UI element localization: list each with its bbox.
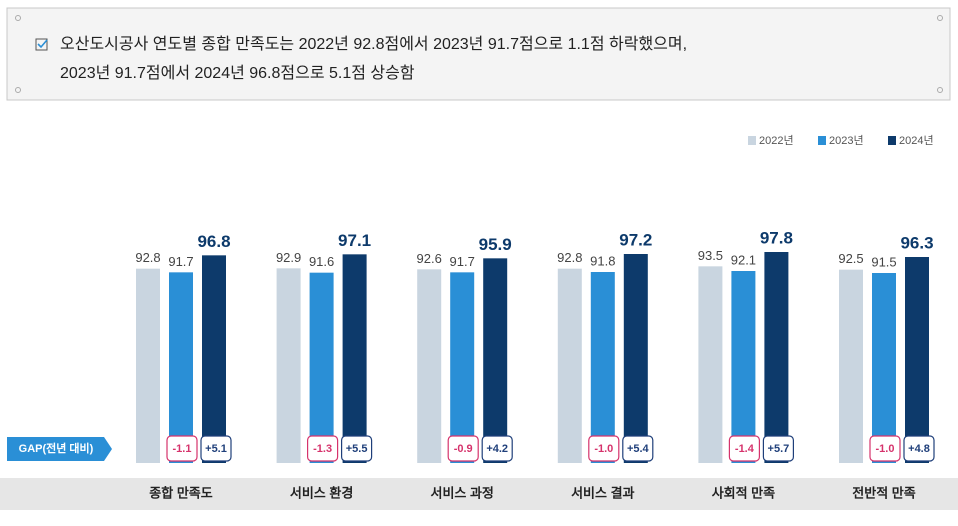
bar [905,257,929,463]
checkbox [35,38,48,51]
gap-value: +5.7 [768,443,790,455]
bar [590,272,615,463]
corner-dot [15,15,21,21]
category-label: 서비스 과정 [430,485,493,500]
gap-value: +5.4 [627,443,650,455]
gap-value: +5.1 [205,443,227,455]
legend-label: 2023년 [829,134,864,147]
value-label: 92.6 [417,251,442,266]
gap-badge [588,435,620,462]
bar [450,272,475,463]
gap-badge [307,435,339,462]
gap-badge [166,435,198,462]
bar [698,266,723,463]
gap-value: -1.3 [313,443,332,455]
category-label: 서비스 결과 [571,485,634,500]
category-band [0,478,958,510]
summary-box [6,7,951,101]
gap-value: -1.4 [735,443,755,455]
gap-badge [481,435,513,462]
gap-badge [200,435,232,462]
value-label: 95.9 [479,235,512,254]
gap-tag [7,437,112,461]
value-label: 92.8 [557,250,582,265]
value-label: 93.5 [698,248,723,263]
category-label: 사회적 만족 [712,485,775,500]
bar [557,268,582,463]
gap-value: -1.1 [173,443,192,455]
gap-label: GAP(전년 대비) [19,441,94,455]
bar [169,272,193,463]
value-label: 96.3 [900,233,933,252]
value-label: 92.1 [731,252,756,267]
bar [309,272,334,463]
corner-dot [15,87,21,93]
legend-swatch [748,136,756,145]
gap-badge [728,435,761,462]
corner-dot [937,87,943,93]
value-label: 96.8 [197,232,230,251]
bar [417,269,442,463]
bar [276,268,301,463]
value-label: 91.5 [871,254,896,269]
value-label: 91.7 [450,254,475,269]
legend-swatch [818,136,826,145]
bar [136,268,160,463]
bar [731,271,756,463]
corner-dot [937,15,943,21]
category-label: 서비스 환경 [290,485,353,500]
summary-line: 오산도시공사 연도별 종합 만족도는 2022년 92.8점에서 2023년 9… [60,35,687,53]
legend-swatch [888,136,896,145]
bar [872,273,896,463]
value-label: 92.5 [838,251,863,266]
gap-badge [622,435,654,462]
value-label: 91.7 [168,254,193,269]
gap-value: -0.9 [454,443,473,455]
value-label: 92.9 [276,250,301,265]
value-label: 91.6 [309,254,334,269]
check [37,39,48,49]
summary-line: 2023년 91.7점에서 2024년 96.8점으로 5.1점 상승함 [60,64,415,82]
value-label: 97.2 [619,230,652,249]
value-label: 92.8 [135,250,160,265]
bar [202,255,226,463]
bar [764,252,789,463]
bar [839,269,863,463]
value-label: 97.1 [338,231,371,250]
gap-badge [447,435,479,462]
gap-value: -1.0 [876,443,895,455]
gap-value: +4.2 [486,443,508,455]
gap-badge [903,435,935,462]
value-label: 91.8 [590,253,615,268]
gap-badge [341,435,373,462]
bar [342,254,367,463]
gap-value: +4.8 [908,443,930,455]
legend-label: 2022년 [759,134,794,147]
gap-badge [762,435,795,462]
gap-value: +5.5 [346,443,368,455]
gap-value: -1.0 [594,443,613,455]
gap-badge [869,435,901,462]
category-label: 종합 만족도 [149,485,212,500]
legend-label: 2024년 [899,134,934,147]
category-label: 전반적 만족 [852,485,915,500]
bar [483,258,508,463]
bar [623,254,648,463]
value-label: 97.8 [760,228,793,247]
